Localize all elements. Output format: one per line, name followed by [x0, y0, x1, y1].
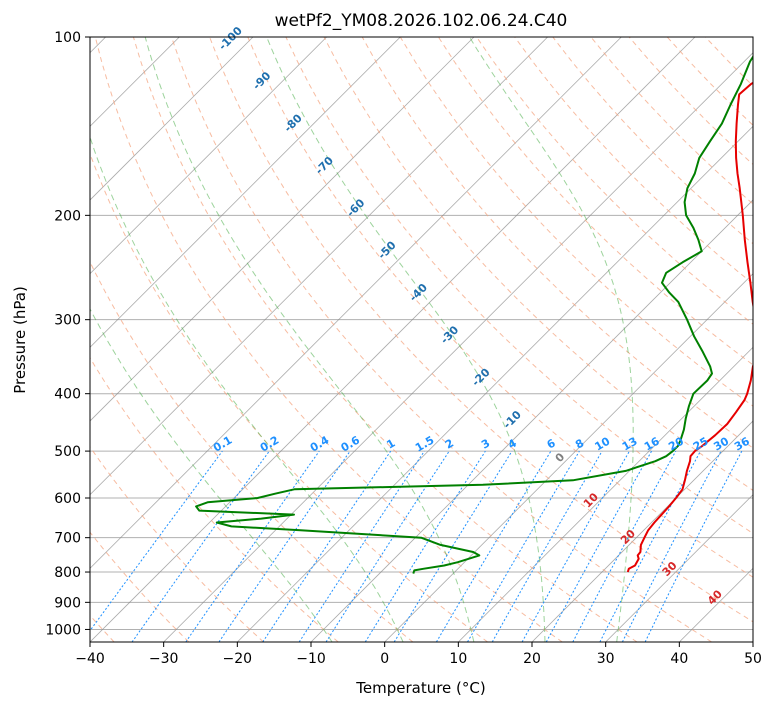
isotherm-line — [90, 37, 254, 201]
mixing-ratio-line — [621, 450, 722, 642]
y-tick-label: 200 — [54, 208, 81, 224]
y-tick-label: 400 — [54, 387, 81, 403]
moist-adiabat-lines — [90, 37, 634, 642]
y-tick-label: 700 — [54, 531, 81, 547]
mixing-ratio-line — [393, 450, 513, 642]
mixing-ratio-line — [131, 450, 270, 642]
dry-adiabat — [361, 37, 753, 449]
dewpoint-profile-line — [195, 54, 753, 574]
mixing-ratio-line — [90, 450, 223, 632]
x-tick-label: 20 — [523, 651, 541, 667]
moist-adiabat — [469, 37, 634, 642]
isotherm-line — [90, 37, 548, 496]
isotherm-line — [531, 420, 753, 642]
y-tick-label: 300 — [54, 313, 81, 329]
mixing-ratio-line — [572, 450, 677, 642]
isotherm-line — [90, 37, 475, 422]
x-axis-ticks: −40 −30 −20 −10 0 10 20 30 40 50 — [75, 642, 762, 667]
mixing-ratio-line — [545, 450, 653, 642]
dry-adiabat — [90, 531, 190, 642]
dry-adiabat — [171, 37, 712, 642]
isotherm-line — [163, 52, 753, 642]
mixing-ratio-lines — [90, 450, 743, 642]
dry-adiabat — [247, 37, 753, 578]
dry-adiabat — [90, 152, 488, 642]
y-tick-label: 1000 — [45, 622, 81, 638]
y-tick-label: 800 — [54, 565, 81, 581]
x-tick-label: 0 — [380, 651, 389, 667]
isotherm-lines — [90, 37, 753, 642]
dry-adiabat — [90, 260, 414, 642]
mixing-ratio-line — [262, 450, 392, 642]
mixing-ratio-line — [491, 450, 603, 642]
isotherm-line — [458, 346, 753, 642]
dry-adiabat — [132, 37, 638, 642]
mixing-ratio-line — [521, 450, 630, 642]
mixing-ratio-line — [185, 450, 320, 642]
mixing-ratio-line — [325, 450, 450, 642]
isotherm-line — [90, 37, 327, 275]
dry-adiabat — [399, 37, 753, 407]
isotherm-line — [384, 273, 753, 642]
x-axis-label: Temperature (°C) — [355, 679, 485, 697]
isotherm-line — [90, 37, 696, 642]
dry-adiabat — [209, 37, 753, 623]
isotherm-line — [605, 494, 753, 642]
moist-adiabat — [144, 37, 475, 642]
y-tick-label: 100 — [54, 30, 81, 46]
x-tick-label: −10 — [296, 651, 326, 667]
isotherm-line — [237, 125, 753, 642]
moist-adiabat — [266, 37, 546, 642]
profile-series — [195, 54, 753, 574]
x-tick-label: 10 — [449, 651, 467, 667]
mixing-ratio-line — [298, 450, 425, 642]
y-axis-label: Pressure (hPa) — [11, 286, 29, 394]
dry-adiabat — [90, 446, 264, 642]
x-tick-label: −40 — [75, 651, 105, 667]
dry-adiabat — [90, 356, 339, 642]
x-tick-label: 30 — [597, 651, 615, 667]
mixing-ratio-line — [644, 450, 743, 642]
moist-adiabat — [90, 308, 333, 642]
y-tick-label: 600 — [54, 491, 81, 507]
isotherm-line — [90, 37, 622, 569]
isotherm-line — [90, 37, 401, 348]
temperature-profile-line — [626, 81, 753, 573]
x-tick-label: 40 — [670, 651, 688, 667]
x-tick-label: −20 — [223, 651, 253, 667]
y-tick-label: 900 — [54, 595, 81, 611]
x-tick-label: −30 — [149, 651, 179, 667]
x-tick-label: 50 — [744, 651, 762, 667]
chart-title: wetPf2_YM08.2026.102.06.24.C40 — [275, 11, 568, 31]
isotherm-line — [752, 641, 753, 642]
plot-frame — [89, 36, 754, 643]
mixing-ratio-line — [218, 450, 351, 642]
y-tick-label: 500 — [54, 444, 81, 460]
y-axis-ticks: 100 200 300 400 500 600 700 800 900 1000 — [45, 30, 90, 638]
